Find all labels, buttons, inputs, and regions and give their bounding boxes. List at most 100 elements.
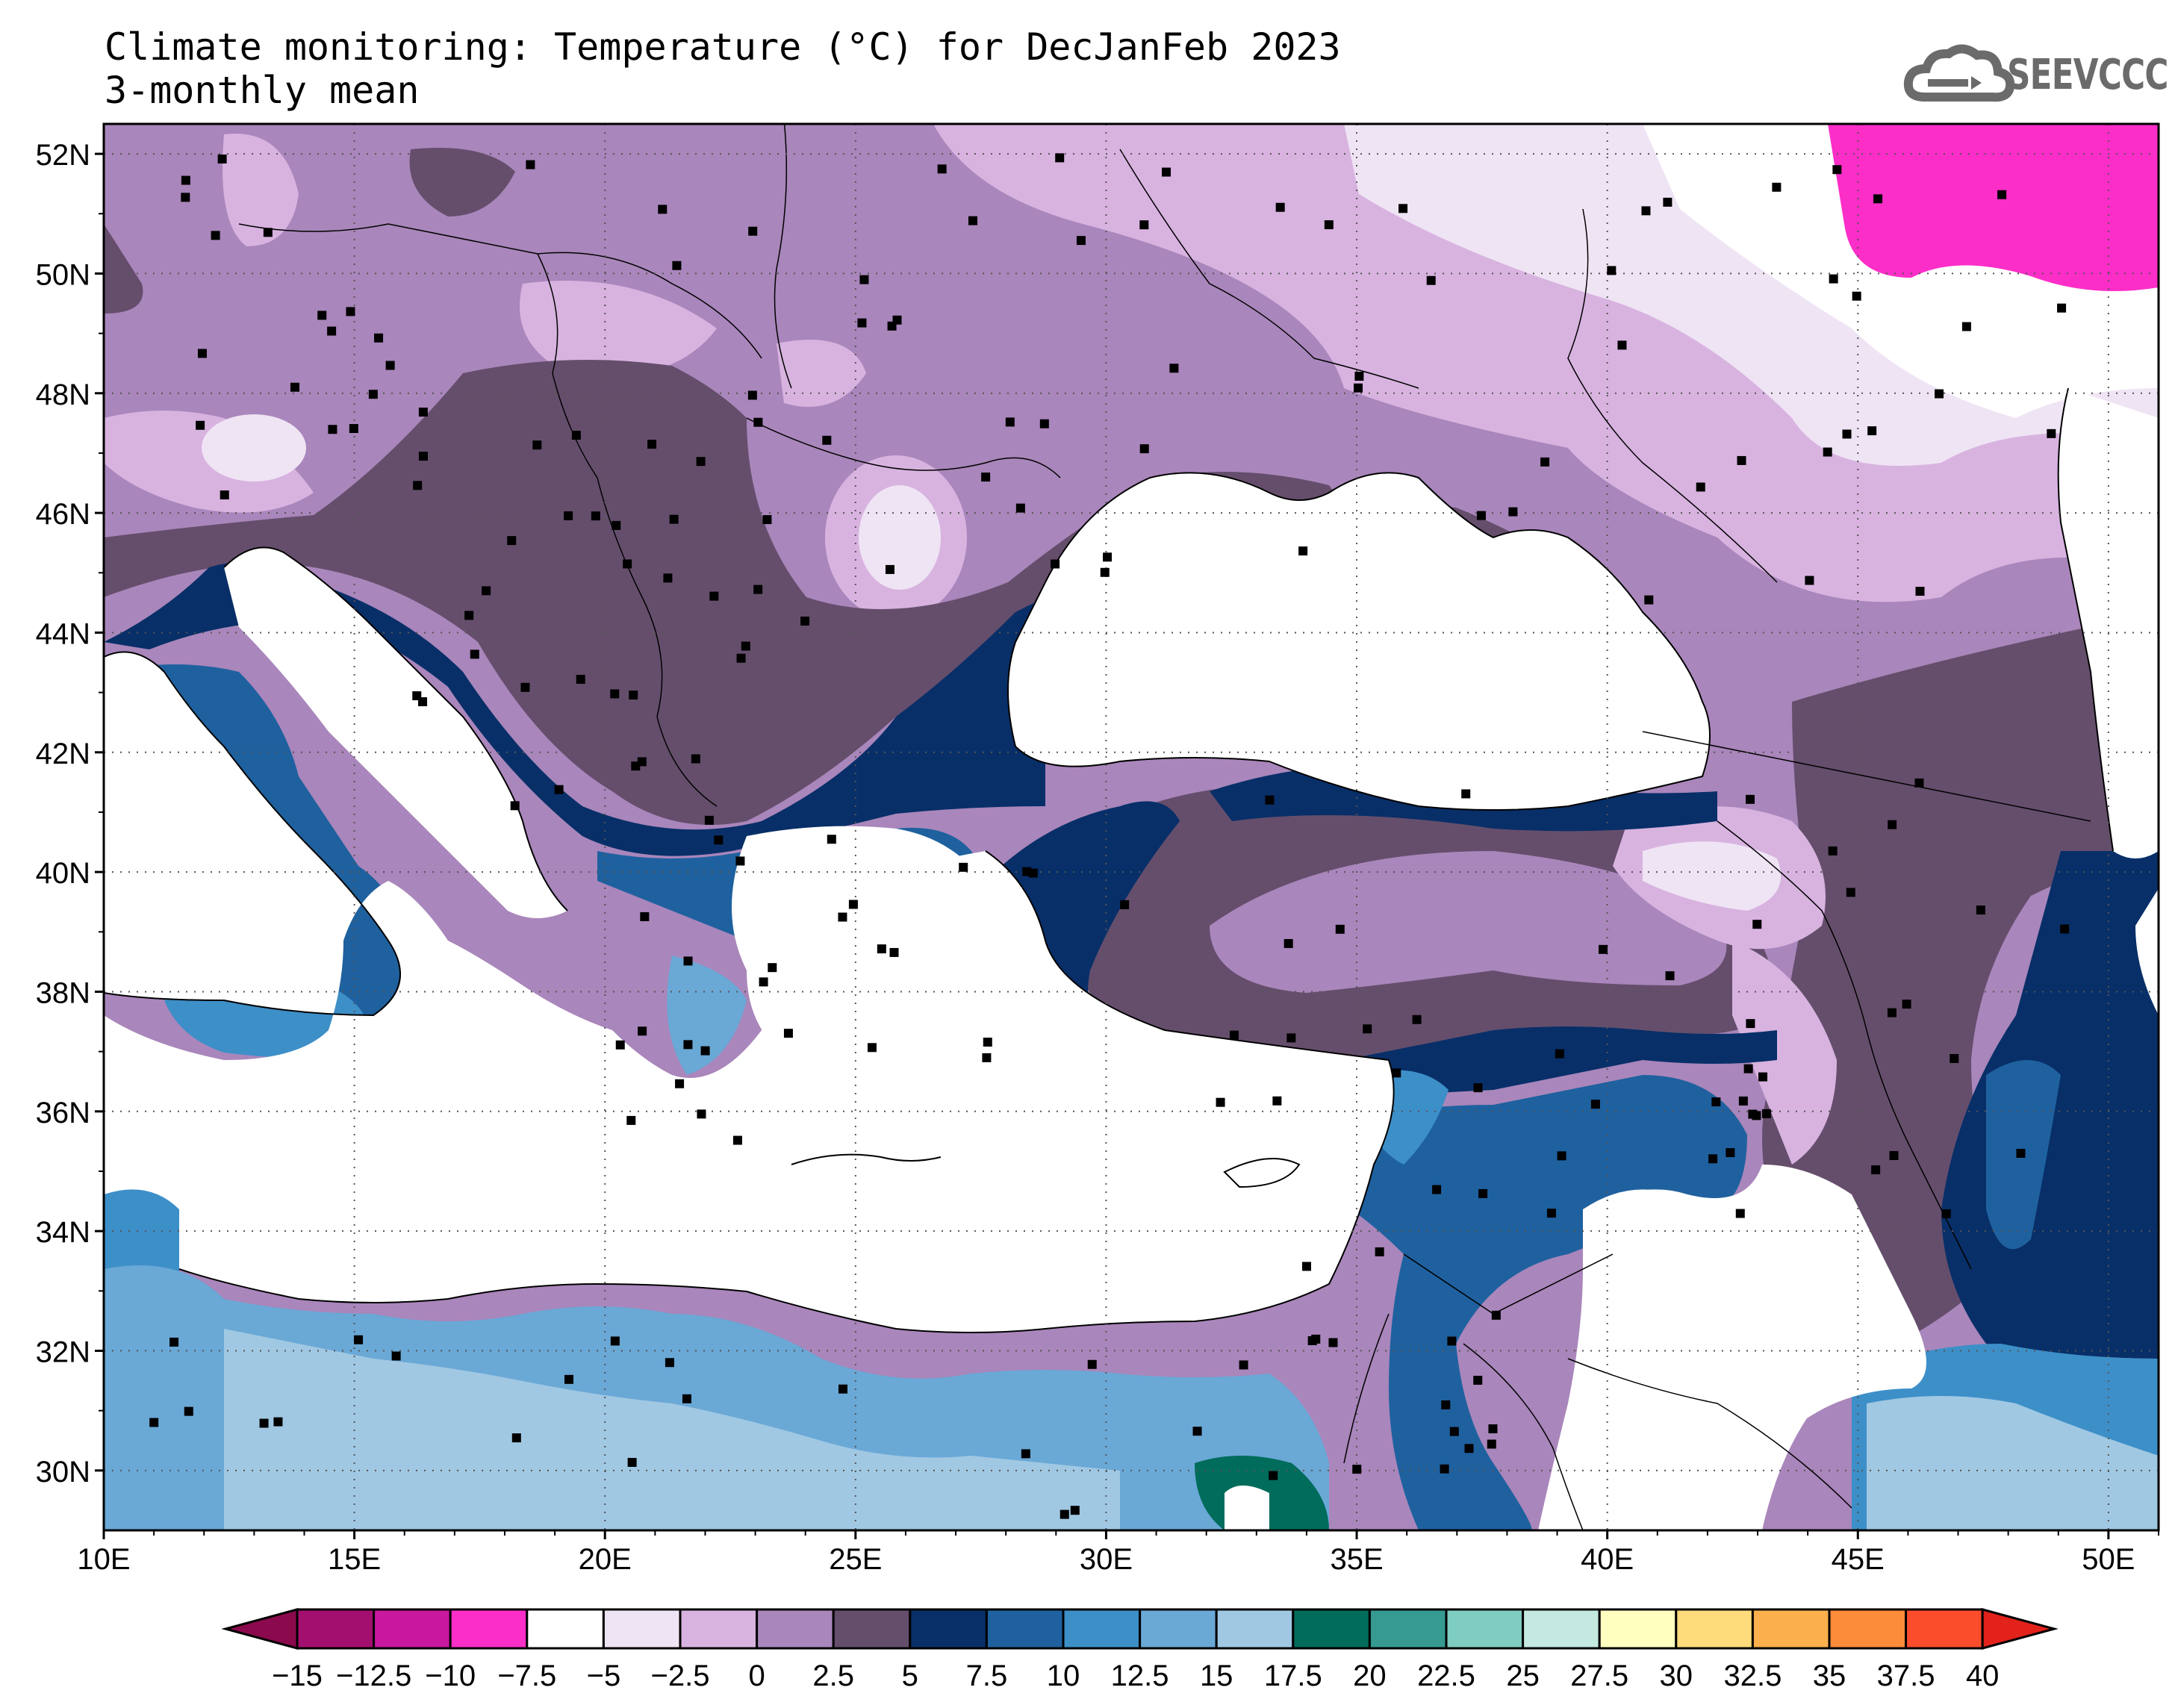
station-marker xyxy=(418,452,428,461)
zone-west-warm xyxy=(104,224,143,314)
station-marker xyxy=(610,1336,620,1346)
lat-tick-label: 50N xyxy=(36,258,90,291)
station-marker xyxy=(1272,1096,1282,1106)
station-marker xyxy=(532,440,542,450)
station-marker xyxy=(1352,1465,1362,1474)
lon-tick-label: 30E xyxy=(1080,1543,1133,1576)
station-marker xyxy=(1169,364,1179,373)
colorbar-label: 2.5 xyxy=(812,1659,854,1692)
station-marker xyxy=(2060,924,2070,934)
station-marker xyxy=(220,490,229,500)
station-marker xyxy=(1590,1100,1600,1109)
colorbar-swatch xyxy=(1292,1608,1371,1650)
latitude-axis: 52N 50N 48N 46N 44N 42N 40N 38N 36N 34N 32N 30N xyxy=(36,139,104,1489)
station-marker xyxy=(1354,372,1364,381)
colorbar-label: 27.5 xyxy=(1570,1659,1628,1692)
colorbar-label: 10 xyxy=(1047,1659,1080,1692)
station-marker xyxy=(1805,576,1814,585)
station-marker xyxy=(889,947,899,957)
station-marker xyxy=(1852,291,1861,301)
lon-tick-label: 40E xyxy=(1581,1543,1634,1576)
levant-no-data xyxy=(1583,1189,1678,1388)
station-marker xyxy=(1546,1209,1556,1218)
colorbar-label: −2.5 xyxy=(651,1659,710,1692)
station-marker xyxy=(1832,165,1842,175)
station-marker xyxy=(937,164,947,174)
temperature-field xyxy=(104,124,2159,1530)
station-marker xyxy=(217,155,227,164)
station-marker xyxy=(675,1079,685,1088)
station-marker xyxy=(1028,868,1038,878)
station-marker xyxy=(647,440,657,449)
logo-text: SEEVCCC xyxy=(2007,51,2168,99)
station-marker xyxy=(1100,567,1110,577)
station-marker xyxy=(1752,920,1762,929)
lat-tick-label: 52N xyxy=(36,139,90,172)
station-marker xyxy=(672,261,682,270)
colorbar-label: 22.5 xyxy=(1417,1659,1475,1692)
lat-tick-label: 40N xyxy=(36,857,90,890)
station-marker xyxy=(1311,1334,1321,1344)
station-marker xyxy=(1746,1019,1755,1029)
station-marker xyxy=(1298,546,1308,556)
station-marker xyxy=(981,473,991,482)
station-marker xyxy=(700,1046,710,1056)
station-marker xyxy=(683,1040,693,1050)
station-marker xyxy=(564,511,573,520)
station-marker xyxy=(1139,444,1149,454)
zone-levant-mild xyxy=(986,896,1747,1530)
station-marker xyxy=(259,1418,269,1428)
station-marker xyxy=(658,205,668,214)
station-marker xyxy=(1738,1096,1748,1106)
station-marker xyxy=(747,390,757,400)
station-marker xyxy=(1758,1072,1768,1082)
station-marker xyxy=(412,691,422,701)
coastlines xyxy=(104,387,2114,1333)
station-marker xyxy=(627,1457,637,1467)
zone-caucasus-iran-warm xyxy=(1762,612,2159,1344)
station-marker xyxy=(1889,1150,1899,1160)
station-marker xyxy=(867,1043,877,1053)
station-marker xyxy=(768,963,777,973)
station-marker xyxy=(1557,1151,1566,1161)
station-marker xyxy=(1867,426,1877,436)
station-markers xyxy=(149,153,2070,1519)
colorbar-label: −15 xyxy=(272,1659,323,1692)
station-marker xyxy=(413,481,423,490)
station-marker xyxy=(683,956,693,966)
colorbar-label: −5 xyxy=(587,1659,621,1692)
lat-tick-label: 48N xyxy=(36,378,90,411)
station-marker xyxy=(885,564,894,574)
zone-balkans-warm xyxy=(104,360,1346,825)
station-marker xyxy=(1828,846,1838,855)
station-marker xyxy=(1607,266,1617,275)
station-marker xyxy=(827,835,836,844)
station-marker xyxy=(511,1433,521,1443)
chart-title: Climate monitoring: Temperature (°C) for… xyxy=(105,25,1341,69)
station-marker xyxy=(1392,1068,1401,1078)
zone-alps-colder xyxy=(202,414,306,481)
station-marker xyxy=(615,1040,625,1050)
station-marker xyxy=(959,862,968,872)
station-marker xyxy=(1726,1148,1735,1158)
station-marker xyxy=(418,408,428,417)
mediterranean-sea xyxy=(104,652,1394,1333)
lon-tick-label: 35E xyxy=(1330,1543,1383,1576)
station-marker xyxy=(1335,924,1345,934)
station-marker xyxy=(714,835,724,845)
station-marker xyxy=(1846,888,1855,897)
station-marker xyxy=(669,514,679,524)
station-marker xyxy=(753,585,763,594)
station-marker xyxy=(1487,1439,1496,1449)
station-marker xyxy=(464,611,474,620)
station-marker xyxy=(1941,1209,1951,1218)
station-marker xyxy=(1599,944,1608,954)
station-marker xyxy=(1328,1338,1338,1347)
aegean-sea xyxy=(732,826,986,1075)
lat-tick-label: 44N xyxy=(36,617,90,650)
station-marker xyxy=(1283,938,1293,948)
colorbar-label: 20 xyxy=(1353,1659,1387,1692)
station-marker xyxy=(197,349,207,358)
lat-tick-label: 32N xyxy=(36,1335,90,1368)
colorbar-label: 7.5 xyxy=(966,1659,1008,1692)
